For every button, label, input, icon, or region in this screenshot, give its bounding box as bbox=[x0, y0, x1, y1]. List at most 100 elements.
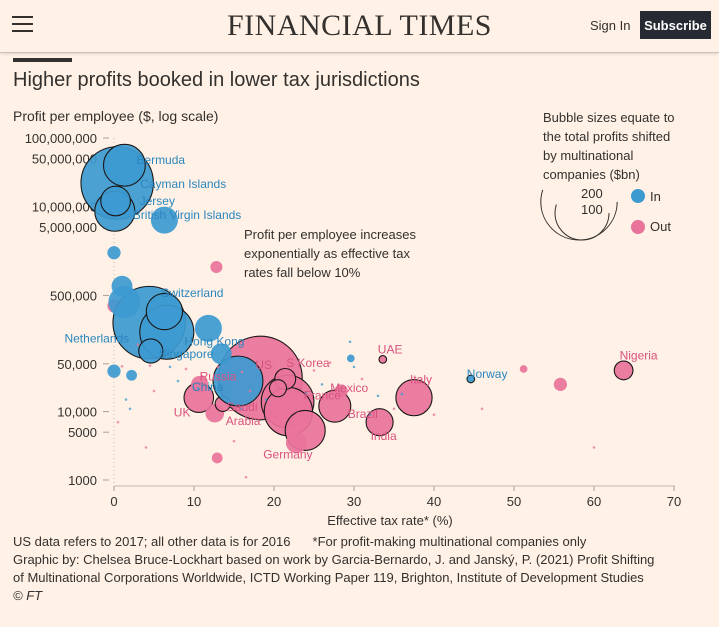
label-cayman-islands: Cayman Islands bbox=[140, 177, 226, 191]
minor-jurisdiction-dot bbox=[352, 365, 356, 369]
bubble-chart: Profit per employee ($, log scale) 100,0… bbox=[13, 108, 681, 528]
footer-note-right: *For profit-making multinational compani… bbox=[312, 534, 587, 549]
minor-jurisdiction-dot bbox=[432, 413, 436, 417]
legend-size-label-100: 100 bbox=[581, 202, 603, 217]
annotation-line: Profit per employee increases bbox=[244, 227, 416, 242]
annotation-line: rates fall below 10% bbox=[244, 265, 361, 280]
hong-kong-bubble bbox=[194, 314, 222, 342]
out-bubble bbox=[210, 260, 223, 274]
label-brazil: Brazil bbox=[348, 407, 378, 421]
bermuda-bubble bbox=[102, 143, 146, 187]
annotation-line: exponentially as effective tax bbox=[244, 246, 410, 261]
x-tick-label: 30 bbox=[347, 494, 361, 509]
uae-bubble bbox=[378, 355, 388, 364]
y-tick-label: 1000 bbox=[68, 473, 97, 488]
minor-jurisdiction-dot bbox=[360, 377, 364, 381]
label-nigeria: Nigeria bbox=[620, 348, 658, 362]
label-uae: UAE bbox=[378, 342, 403, 356]
in-bubble bbox=[126, 369, 137, 381]
y-tick-label: 10,000 bbox=[57, 405, 97, 420]
label-india: India bbox=[371, 429, 397, 443]
in-bubble bbox=[111, 275, 133, 297]
label-netherlands: Netherlands bbox=[64, 332, 129, 346]
minor-jurisdiction-dot bbox=[480, 407, 484, 411]
label-mexico: Mexico bbox=[330, 381, 368, 395]
minor-jurisdiction-dot bbox=[136, 343, 140, 347]
x-axis-label: Effective tax rate* (%) bbox=[327, 513, 452, 528]
label-jersey: Jersey bbox=[140, 194, 175, 208]
minor-jurisdiction-dot bbox=[244, 475, 248, 479]
in-bubble bbox=[107, 364, 121, 378]
minor-jurisdiction-dot bbox=[224, 386, 228, 390]
label-bermuda: Bermuda bbox=[136, 153, 185, 167]
minor-jurisdiction-dot bbox=[312, 369, 316, 372]
out-bubble bbox=[268, 379, 288, 398]
minor-jurisdiction-dot bbox=[176, 379, 180, 383]
minor-jurisdiction-dot bbox=[320, 383, 324, 386]
sign-in-link[interactable]: Sign In bbox=[590, 18, 631, 33]
in-bubble bbox=[107, 246, 121, 260]
minor-jurisdiction-dot bbox=[120, 364, 124, 368]
label-us: US bbox=[255, 358, 272, 372]
out-bubble bbox=[211, 452, 223, 464]
label-russia: Russia bbox=[200, 369, 237, 383]
y-tick-label: 10,000,000 bbox=[32, 199, 97, 214]
out-bubble bbox=[519, 365, 528, 373]
italy-bubble bbox=[395, 378, 433, 417]
x-tick-label: 0 bbox=[110, 494, 117, 509]
minor-jurisdiction-dot bbox=[200, 374, 204, 378]
minor-jurisdiction-dot bbox=[216, 365, 220, 369]
subscribe-button[interactable]: Subscribe bbox=[640, 11, 711, 39]
legend-in-swatch bbox=[631, 189, 645, 203]
label-arabia: Arabia bbox=[226, 414, 261, 428]
label-china: China bbox=[192, 380, 224, 394]
in-series bbox=[80, 143, 476, 407]
label-british-virgin-islands: British Virgin Islands bbox=[133, 208, 242, 222]
in-bubble bbox=[346, 354, 355, 363]
label-germany: Germany bbox=[263, 447, 312, 461]
legend-note-line: Bubble sizes equate to bbox=[543, 110, 675, 125]
minor-jurisdiction-dot bbox=[184, 367, 188, 371]
minor-jurisdiction-dot bbox=[376, 394, 380, 398]
y-tick-label: 5,000,000 bbox=[39, 220, 97, 235]
minor-jurisdiction-dot bbox=[272, 363, 276, 367]
label-switzerland: Switzerland bbox=[161, 286, 223, 300]
minor-jurisdiction-dot bbox=[264, 398, 268, 401]
legend-note-line: companies ($bn) bbox=[543, 167, 640, 182]
in-bubble bbox=[210, 343, 232, 365]
legend: Bubble sizes equate to the total profits … bbox=[540, 110, 675, 241]
minor-jurisdiction-dot bbox=[304, 391, 308, 394]
y-axis-label: Profit per employee ($, log scale) bbox=[13, 108, 218, 124]
label-singapore: Singapore bbox=[159, 347, 214, 361]
x-axis-ticks: 0 10 20 30 40 50 60 70 bbox=[110, 486, 681, 509]
china-bubble bbox=[212, 355, 264, 407]
minor-jurisdiction-dot bbox=[240, 370, 244, 374]
minor-jurisdiction-dot bbox=[124, 398, 128, 401]
label-s-korea: S Korea bbox=[286, 356, 330, 370]
minor-jurisdiction-dot bbox=[296, 411, 300, 415]
y-tick-label: 50,000 bbox=[57, 357, 97, 372]
footer-credit-1: Graphic by: Chelsea Bruce-Lockhart based… bbox=[13, 552, 655, 567]
out-bubble bbox=[553, 377, 568, 391]
y-tick-label: 500,000 bbox=[50, 288, 97, 303]
india-bubble bbox=[365, 408, 394, 437]
footer-note-left: US data refers to 2017; all other data i… bbox=[13, 534, 291, 549]
menu-icon[interactable] bbox=[12, 16, 33, 34]
legend-note-line: by multinational bbox=[543, 148, 633, 163]
minor-jurisdiction-dot bbox=[168, 365, 172, 369]
minor-jurisdiction-dot bbox=[400, 392, 404, 396]
x-tick-label: 50 bbox=[507, 494, 521, 509]
footer-copyright: © FT bbox=[13, 588, 43, 603]
footer-credit-2: of Multinational Corporations Worldwide,… bbox=[13, 570, 644, 585]
x-tick-label: 20 bbox=[267, 494, 281, 509]
x-tick-label: 70 bbox=[667, 494, 681, 509]
minor-jurisdiction-dot bbox=[128, 407, 132, 411]
label-uk: UK bbox=[174, 406, 191, 420]
x-tick-label: 10 bbox=[187, 494, 201, 509]
mexico-bubble bbox=[334, 384, 348, 398]
minor-jurisdiction-dot bbox=[348, 340, 352, 344]
singapore-bubble bbox=[138, 338, 164, 364]
label-italy: Italy bbox=[410, 373, 432, 387]
out-bubble bbox=[285, 432, 307, 454]
